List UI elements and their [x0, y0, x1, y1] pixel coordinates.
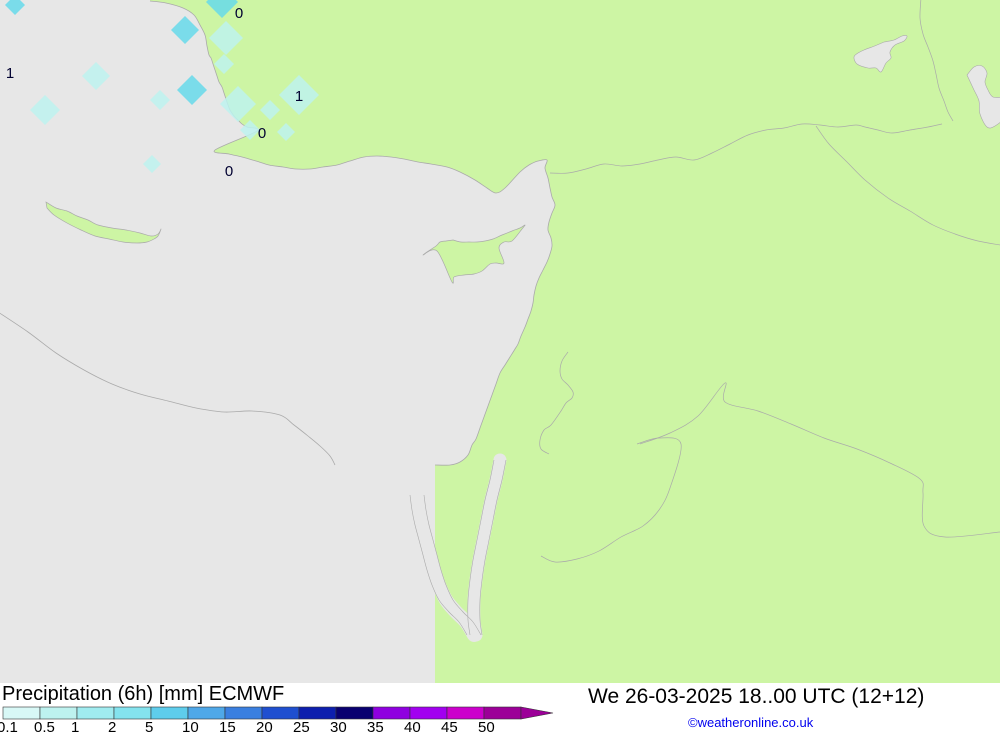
svg-text:20: 20 — [256, 719, 273, 733]
svg-text:40: 40 — [404, 719, 421, 733]
svg-text:0.1: 0.1 — [0, 719, 18, 733]
svg-text:25: 25 — [293, 719, 310, 733]
svg-text:50: 50 — [478, 719, 495, 733]
svg-text:0: 0 — [258, 125, 266, 142]
svg-text:15: 15 — [219, 719, 236, 733]
svg-text:10: 10 — [182, 719, 199, 733]
svg-text:1: 1 — [71, 719, 79, 733]
svg-text:0.5: 0.5 — [34, 719, 55, 733]
svg-text:30: 30 — [330, 719, 347, 733]
svg-text:Precipitation (6h) [mm] ECMWF: Precipitation (6h) [mm] ECMWF — [2, 683, 284, 705]
svg-text:5: 5 — [145, 719, 153, 733]
svg-text:2: 2 — [108, 719, 116, 733]
svg-text:35: 35 — [367, 719, 384, 733]
svg-text:1: 1 — [295, 88, 303, 105]
svg-text:0: 0 — [225, 163, 233, 180]
svg-text:45: 45 — [441, 719, 458, 733]
svg-text:0: 0 — [235, 5, 243, 22]
svg-text:We 26-03-2025 18..00 UTC (12+1: We 26-03-2025 18..00 UTC (12+12) — [588, 685, 924, 708]
svg-text:1: 1 — [6, 65, 14, 82]
svg-text:©weatheronline.co.uk: ©weatheronline.co.uk — [688, 715, 814, 730]
